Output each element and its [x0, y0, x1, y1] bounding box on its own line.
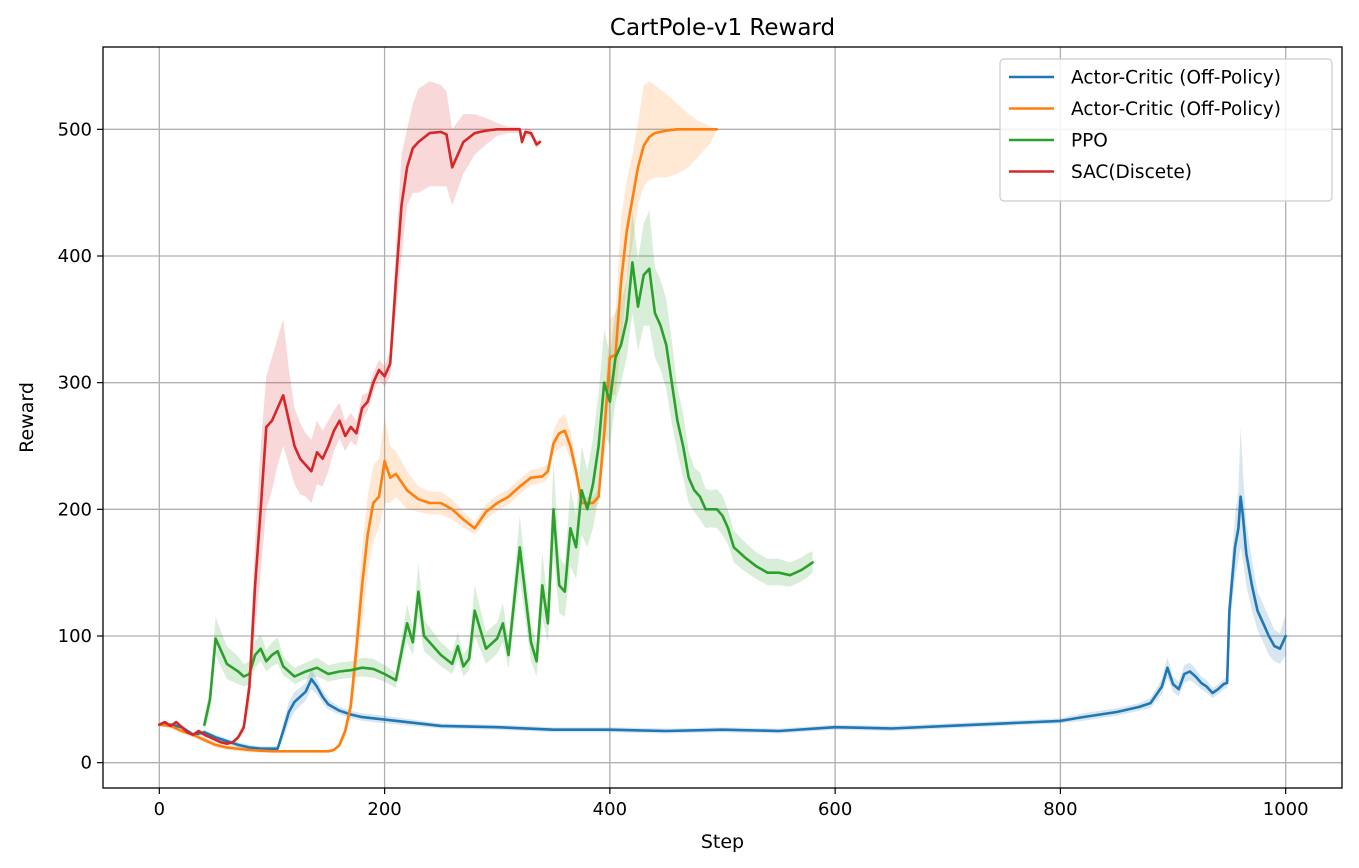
legend-label-0: Actor-Critic (Off-Policy) — [1071, 68, 1281, 89]
y-tick-label: 300 — [58, 373, 92, 394]
axis-ticks: 0 200 400 600 800 1000 0 100 200 300 400 500 — [58, 119, 1309, 820]
chart-title: CartPole-v1 Reward — [610, 15, 835, 41]
x-tick-label: 600 — [818, 799, 852, 820]
series-band-2 — [204, 210, 813, 731]
y-tick-label: 400 — [58, 246, 92, 267]
y-tick-label: 200 — [58, 499, 92, 520]
series-line-0 — [158, 495, 1287, 750]
y-tick-label: 500 — [58, 119, 92, 140]
x-tick-label: 200 — [367, 799, 401, 820]
series-line-1 — [158, 128, 719, 753]
plot-frame — [102, 46, 1343, 789]
grid-lines — [103, 47, 1342, 788]
y-axis-title: Reward — [16, 382, 38, 453]
legend-box — [999, 58, 1333, 202]
y-tick-label: 0 — [81, 753, 92, 774]
legend-label-3: SAC(Discete) — [1071, 162, 1192, 183]
x-tick-label: 1000 — [1263, 799, 1309, 820]
x-tick-label: 0 — [154, 799, 165, 820]
series-line-3 — [158, 128, 542, 745]
legend-label-2: PPO — [1071, 131, 1108, 152]
legend: Actor-Critic (Off-Policy) Actor-Critic (O… — [999, 58, 1333, 202]
legend-label-1: Actor-Critic (Off-Policy) — [1071, 99, 1281, 120]
x-tick-label: 800 — [1043, 799, 1077, 820]
y-tick-label: 100 — [58, 626, 92, 647]
series-lines — [158, 128, 1287, 753]
series-line-2 — [203, 261, 814, 726]
x-tick-label: 400 — [593, 799, 627, 820]
x-axis-title: Step — [701, 831, 744, 853]
